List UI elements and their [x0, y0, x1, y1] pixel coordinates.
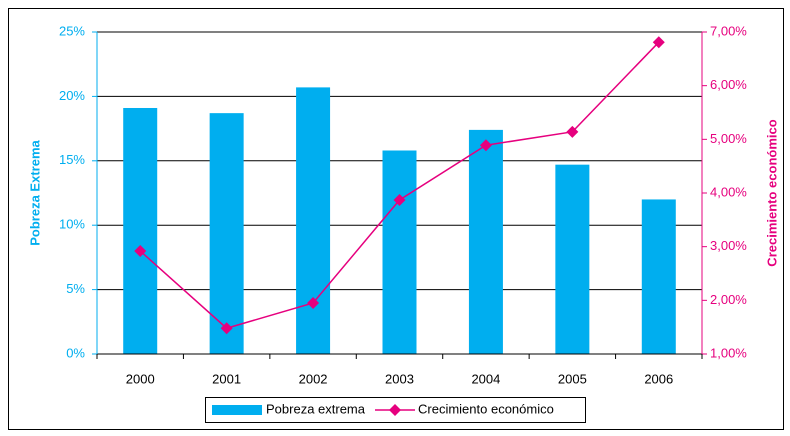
legend-label: Pobreza extrema: [266, 401, 366, 416]
x-tick-label: 2002: [299, 371, 328, 386]
y2-tick-label: 4,00%: [710, 184, 747, 199]
bar: [296, 87, 331, 354]
legend-marker: [389, 404, 401, 416]
bar: [382, 150, 417, 354]
y2-tick-label: 3,00%: [710, 238, 747, 253]
y-tick-label: 20%: [59, 88, 85, 103]
y2-tick-label: 6,00%: [710, 77, 747, 92]
y-tick-label: 10%: [59, 217, 85, 232]
x-tick-label: 2006: [644, 371, 673, 386]
y2-tick-label: 2,00%: [710, 292, 747, 307]
line-marker: [479, 139, 492, 152]
line-marker: [307, 297, 320, 310]
y-tick-label: 25%: [59, 23, 85, 38]
y-tick-label: 15%: [59, 152, 85, 167]
bar: [209, 113, 244, 354]
line-marker: [134, 244, 147, 257]
y2-tick-label: 1,00%: [710, 345, 747, 360]
x-tick-label: 2000: [126, 371, 155, 386]
bar: [555, 164, 590, 354]
legend-label: Crecimiento económico: [418, 401, 554, 416]
y-axis-title: Pobreza Extrema: [27, 139, 42, 245]
x-tick-label: 2003: [385, 371, 414, 386]
bar: [468, 129, 503, 354]
y2-tick-label: 5,00%: [710, 131, 747, 146]
legend-swatch: [212, 405, 262, 415]
bar: [641, 199, 676, 354]
y-tick-label: 5%: [66, 281, 85, 296]
x-tick-label: 2005: [558, 371, 587, 386]
line-marker: [566, 125, 579, 138]
x-tick-label: 2004: [471, 371, 500, 386]
y-tick-label: 0%: [66, 345, 85, 360]
bar: [123, 107, 158, 354]
line-marker: [393, 193, 406, 206]
x-tick-label: 2001: [212, 371, 241, 386]
line-marker: [652, 36, 665, 49]
y2-tick-label: 7,00%: [710, 23, 747, 38]
line-marker: [220, 322, 233, 335]
y2-axis-title: Crecimiento económico: [764, 119, 779, 266]
